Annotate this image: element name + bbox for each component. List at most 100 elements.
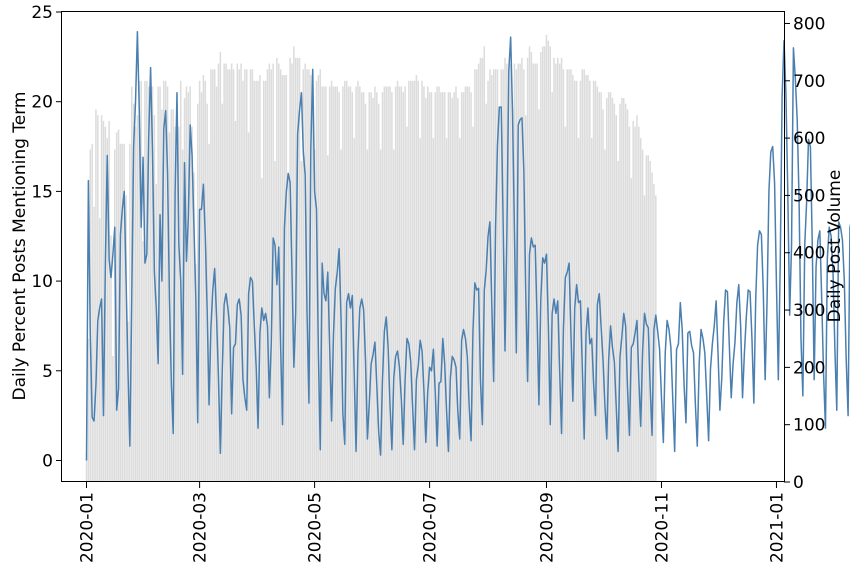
x-tick-label: 2020-05 — [306, 492, 326, 563]
volume-bar — [164, 80, 167, 482]
volume-bar — [372, 97, 374, 482]
volume-bar — [289, 57, 291, 482]
volume-bar — [157, 86, 159, 482]
y2-tick-label: 500 — [793, 186, 825, 206]
volume-bar — [606, 97, 608, 482]
volume-bar — [496, 69, 499, 482]
volume-bar — [406, 126, 408, 482]
volume-bar — [391, 92, 393, 483]
volume-bar — [430, 92, 433, 483]
volume-bar — [311, 69, 314, 482]
volume-bar — [453, 92, 455, 483]
volume-bar — [330, 80, 333, 482]
volume-bar — [298, 57, 301, 482]
y-tick-label: 20 — [31, 93, 53, 113]
volume-bar — [357, 80, 359, 482]
volume-bar — [281, 75, 284, 483]
volume-bar — [147, 86, 150, 482]
volume-bar — [647, 155, 650, 483]
volume-bar — [553, 57, 555, 482]
volume-bar — [592, 80, 595, 482]
volume-bar — [649, 161, 651, 482]
volume-bar — [129, 143, 131, 482]
volume-bar — [91, 143, 93, 482]
y-axis-left: 0 5 10 15 20 25 — [31, 3, 62, 471]
volume-bar — [227, 69, 229, 482]
volume-bar — [455, 86, 457, 482]
volume-bar — [594, 80, 597, 482]
volume-bar — [185, 86, 188, 482]
volume-bar — [204, 80, 207, 482]
volume-bar — [257, 80, 259, 482]
volume-bar — [540, 52, 542, 483]
volume-bar — [304, 63, 306, 483]
x-tick-label: 2020-09 — [538, 492, 558, 563]
percent-line — [85, 30, 850, 461]
volume-bar — [366, 149, 369, 482]
volume-bar — [210, 69, 212, 482]
y2-tick-label: 600 — [793, 129, 825, 149]
volume-bar — [459, 138, 461, 482]
volume-bar — [153, 115, 156, 483]
volume-bar — [161, 109, 163, 482]
volume-bar — [425, 97, 427, 482]
x-tick-label: 2020-07 — [421, 492, 441, 563]
volume-bar — [151, 86, 154, 482]
volume-bar — [317, 75, 320, 483]
volume-bar — [572, 75, 574, 483]
volume-bar — [570, 69, 572, 482]
volume-bar — [202, 75, 205, 483]
volume-bar — [238, 69, 240, 482]
volume-bar — [315, 80, 318, 482]
volume-bar — [144, 80, 146, 482]
volume-bar — [302, 69, 305, 482]
volume-bar — [327, 155, 329, 483]
volume-bar — [500, 69, 502, 482]
x-tick-label: 2020-01 — [78, 492, 98, 563]
volume-bar — [521, 57, 523, 482]
volume-bar — [215, 86, 218, 482]
volume-bar — [619, 103, 621, 483]
volume-bar — [293, 46, 295, 482]
volume-bar — [370, 92, 372, 483]
volume-bar — [117, 129, 120, 482]
volume-bar — [138, 80, 141, 482]
volume-bar — [492, 69, 495, 482]
volume-bar — [261, 178, 263, 482]
volume-bar — [262, 80, 265, 482]
percent-line-series — [85, 30, 850, 461]
volume-bar — [404, 86, 406, 482]
volume-bar — [623, 97, 625, 482]
volume-bar — [332, 86, 335, 482]
volume-bar — [259, 75, 261, 483]
volume-bar — [285, 75, 288, 483]
volume-bar — [526, 57, 529, 482]
volume-bar — [626, 109, 629, 482]
volume-bar — [142, 241, 144, 482]
volume-bar — [253, 80, 256, 482]
y-axis-left-label: Daily Percent Posts Mentioning Term — [10, 92, 30, 401]
volume-bar — [604, 149, 606, 482]
x-axis: 2020-01 2020-03 2020-05 2020-07 2020-09 2020-… — [78, 482, 788, 563]
volume-bar — [338, 92, 340, 483]
volume-bar — [106, 138, 108, 482]
volume-bar — [460, 92, 463, 483]
volume-bar — [208, 143, 210, 482]
volume-bar — [163, 80, 165, 482]
volume-bar — [421, 80, 423, 482]
y2-tick-label: 400 — [793, 244, 825, 264]
volume-bar — [93, 206, 95, 482]
volume-bar — [639, 138, 642, 482]
volume-bar — [325, 86, 327, 482]
volume-bar — [632, 120, 634, 483]
volume-bar — [483, 46, 486, 482]
volume-bar — [381, 92, 384, 483]
volume-bar — [123, 143, 125, 482]
volume-bar — [442, 92, 444, 483]
volume-bar — [487, 80, 489, 482]
volume-bar — [178, 126, 180, 482]
volume-bar — [651, 172, 653, 483]
volume-bar — [502, 69, 504, 482]
volume-bar — [347, 86, 350, 482]
